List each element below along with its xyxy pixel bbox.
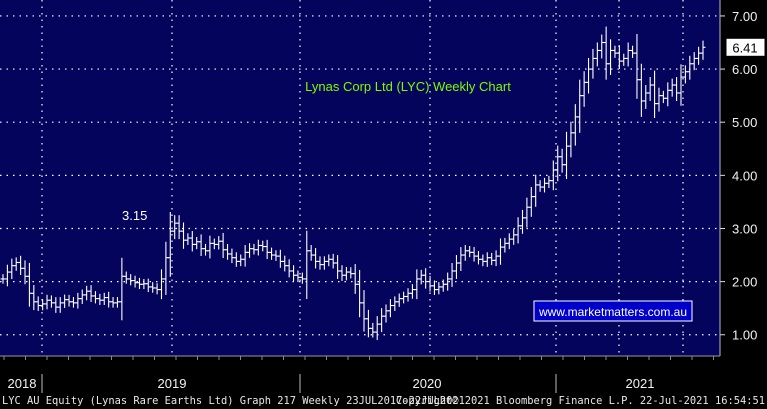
y-tick-label: 6.00: [732, 62, 757, 77]
y-tick-label: 3.00: [732, 221, 757, 236]
watermark-text: www.marketmatters.com.au: [538, 305, 687, 319]
price-bar: [700, 40, 706, 60]
y-tick-label: 5.00: [732, 115, 757, 130]
y-tick-label: 4.00: [732, 168, 757, 183]
peak-annotation: 3.15: [122, 208, 147, 223]
x-year-label: 2021: [626, 376, 655, 391]
y-axis-panel: [720, 0, 767, 356]
y-tick-label: 1.00: [732, 328, 757, 343]
footer-bar: LYC AU Equity (Lynas Rare Earths Ltd) Gr…: [0, 393, 767, 409]
chart-title: Lynas Corp Ltd (LYC) Weekly Chart: [305, 79, 511, 94]
footer-security-info: LYC AU Equity (Lynas Rare Earths Ltd) Gr…: [2, 395, 465, 407]
x-year-label: 2019: [158, 376, 187, 391]
last-price-label: 6.41: [732, 40, 757, 55]
footer-copyright: Copyright© 2021 Bloomberg Finance L.P. 2…: [395, 395, 765, 407]
watermark-box: [533, 300, 693, 322]
x-axis-panel: [0, 356, 767, 393]
x-year-label: 2018: [8, 376, 37, 391]
last-price-tag: [725, 37, 766, 57]
y-tick-label: 2.00: [732, 275, 757, 290]
x-year-label: 2020: [413, 376, 442, 391]
y-tick-label: 7.00: [732, 9, 757, 24]
